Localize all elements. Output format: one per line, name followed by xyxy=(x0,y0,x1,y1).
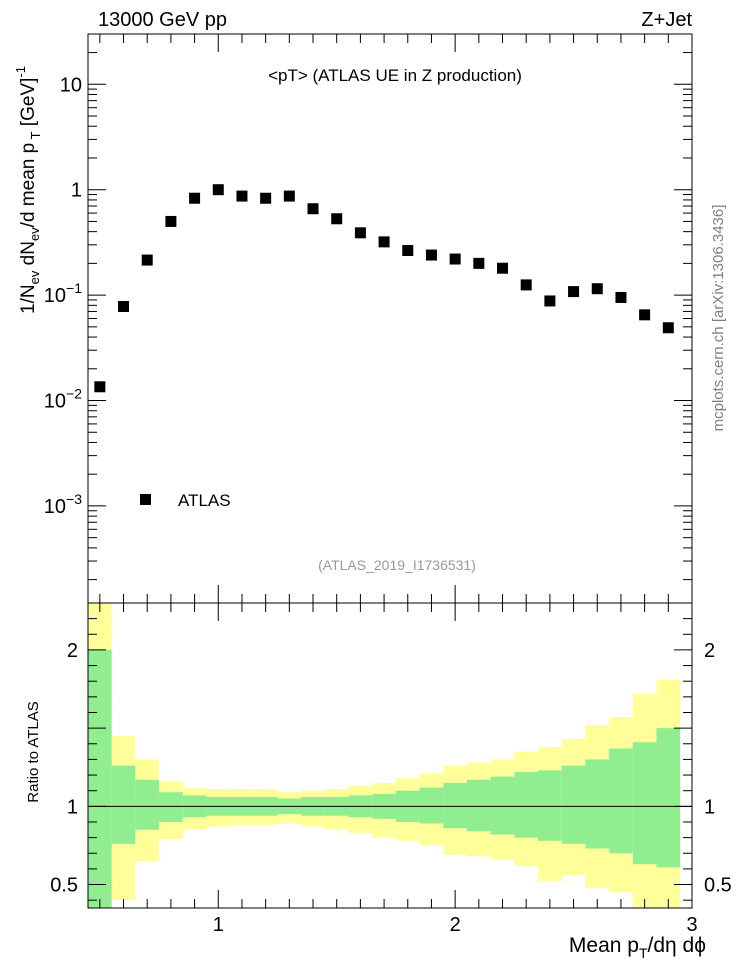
data-point xyxy=(118,300,130,312)
data-point xyxy=(354,227,366,239)
inner-band-bin xyxy=(585,759,610,849)
data-point xyxy=(402,245,414,257)
x-tick-label: 1 xyxy=(213,914,224,936)
inner-band-bin xyxy=(466,779,491,832)
data-point xyxy=(236,190,248,202)
inner-band-bin xyxy=(656,728,681,868)
header-right: Z+Jet xyxy=(641,9,692,31)
svg-text:mcplots.cern.ch [arXiv:1306.34: mcplots.cern.ch [arXiv:1306.3436] xyxy=(710,205,727,432)
data-point xyxy=(662,322,674,334)
data-point xyxy=(615,291,627,303)
main-y-tick-label: 10−1 xyxy=(44,280,82,307)
main-y-axis-label: 1/Nev dNev/d mean p T [GeV]-1 xyxy=(13,66,43,314)
main-axes: 10 1 10−1 10−2 10−3 xyxy=(44,33,693,603)
data-point xyxy=(283,190,295,202)
x-axis-label: Mean pT/dη dϕ xyxy=(569,934,706,961)
plot-title: <pT> (ATLAS UE in Z production) xyxy=(268,66,522,85)
inner-band-bin xyxy=(443,782,467,829)
main-y-tick-label: 10 xyxy=(60,74,82,96)
ratio-y-tick-label-right: 1 xyxy=(704,796,715,818)
inner-band-bin xyxy=(609,748,633,854)
legend-label: ATLAS xyxy=(178,491,231,510)
main-plot-frame xyxy=(87,33,693,604)
legend-marker xyxy=(140,494,151,505)
main-y-tick-label: 1 xyxy=(71,180,82,202)
svg-text:1/Nev dNev/d mean p T [GeV]-1: 1/Nev dNev/d mean p T [GeV]-1 xyxy=(13,66,43,314)
data-point xyxy=(568,286,580,298)
watermark: mcplots.cern.ch [arXiv:1306.3436] xyxy=(710,205,727,432)
ratio-y-tick-label: 0.5 xyxy=(50,875,78,897)
inner-band-bin xyxy=(632,742,657,865)
data-point xyxy=(449,253,461,265)
data-point xyxy=(497,262,509,274)
data-point xyxy=(94,381,106,393)
ratio-y-tick-label-right: 0.5 xyxy=(704,875,732,897)
data-point xyxy=(189,192,201,204)
ratio-y-tick-label: 1 xyxy=(67,796,78,818)
data-point xyxy=(591,283,603,295)
analysis-id: (ATLAS_2019_I1736531) xyxy=(318,557,476,573)
data-point xyxy=(639,309,651,321)
inner-band-bin xyxy=(490,776,515,835)
inner-band-bin xyxy=(88,649,112,908)
svg-text:Ratio to ATLAS: Ratio to ATLAS xyxy=(25,701,42,802)
data-point xyxy=(378,236,390,248)
ratio-y-axis-label: Ratio to ATLAS xyxy=(25,701,42,802)
main-data-points xyxy=(94,184,674,393)
inner-band-bin xyxy=(111,765,136,844)
data-point xyxy=(212,184,224,196)
data-point xyxy=(331,213,343,225)
main-y-tick-label: 10−2 xyxy=(44,386,82,413)
data-point xyxy=(520,279,532,291)
ratio-y-tick-label: 2 xyxy=(67,640,78,662)
data-point xyxy=(260,192,272,204)
data-point xyxy=(141,254,153,266)
data-point xyxy=(473,257,485,269)
inner-band-bin xyxy=(561,765,586,844)
ratio-axes: 0.5 0.5 1 1 2 2 1 2 3 xyxy=(50,603,732,936)
ratio-y-tick-label-right: 2 xyxy=(704,640,715,662)
header-left: 13000 GeV pp xyxy=(98,9,227,31)
inner-band-bin xyxy=(135,779,160,830)
data-point xyxy=(307,203,319,215)
inner-band-bin xyxy=(514,771,539,838)
ratio-bands xyxy=(88,603,681,908)
inner-band-bin xyxy=(159,792,183,822)
inner-band-bin xyxy=(538,770,562,841)
main-y-tick-label: 10−3 xyxy=(44,491,82,518)
data-point xyxy=(165,215,177,227)
data-point xyxy=(425,249,437,261)
x-tick-label: 2 xyxy=(450,914,461,936)
ratio-plot-frame xyxy=(87,602,693,909)
x-tick-label: 3 xyxy=(686,914,697,936)
data-point xyxy=(544,295,556,307)
inner-band-bin xyxy=(419,787,444,824)
